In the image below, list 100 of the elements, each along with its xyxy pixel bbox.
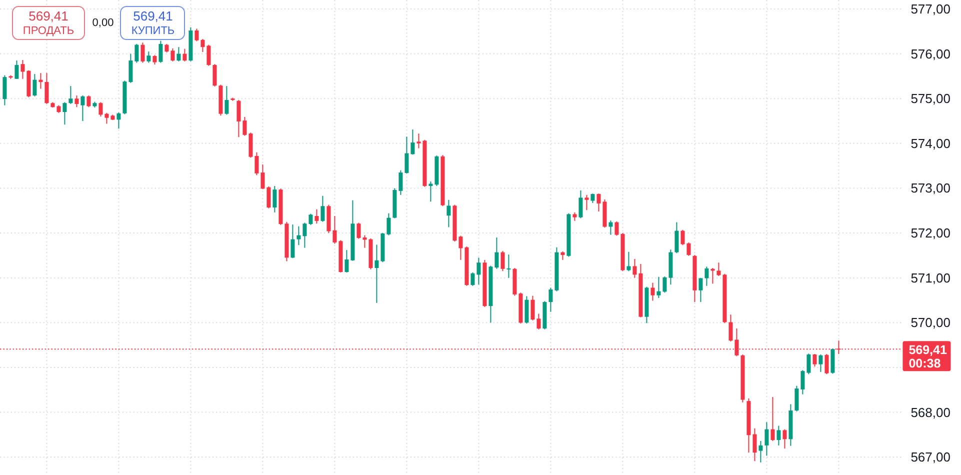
candlestick <box>650 282 655 302</box>
candlestick <box>332 215 337 244</box>
candlestick <box>398 170 403 196</box>
candlestick <box>290 224 295 259</box>
candlestick <box>86 94 91 108</box>
candlestick <box>614 220 619 236</box>
candlestick <box>212 64 217 87</box>
candlestick <box>428 180 433 202</box>
candlestick <box>830 348 835 374</box>
candlestick <box>410 129 415 156</box>
candlestick <box>632 258 637 278</box>
candlestick <box>626 251 631 272</box>
candlestick <box>224 86 229 116</box>
candlestick <box>506 254 511 278</box>
candlestick <box>674 222 679 254</box>
candlestick <box>680 229 685 246</box>
candlestick <box>128 53 133 84</box>
candlestick <box>242 116 247 136</box>
candlestick <box>704 266 709 286</box>
ref-line-label: 569,41 <box>908 343 947 358</box>
candlestick <box>152 54 157 66</box>
candlestick <box>698 277 703 303</box>
candlestick <box>146 51 151 64</box>
candlestick <box>530 295 535 321</box>
candlestick <box>536 313 541 330</box>
candlestick <box>272 185 277 213</box>
candlestick <box>104 112 109 124</box>
candlestick <box>716 262 721 277</box>
candlestick <box>800 370 805 395</box>
candlestick <box>170 48 175 62</box>
candlestick <box>686 242 691 256</box>
candlestick <box>98 102 103 118</box>
candlestick <box>200 38 205 52</box>
candlestick <box>590 193 595 204</box>
candlestick <box>248 132 253 158</box>
candlestick <box>68 86 73 104</box>
candlestick <box>308 213 313 226</box>
text: 00:38 <box>908 356 941 371</box>
candlestick <box>356 222 361 240</box>
annotation: 569,41 <box>133 8 173 24</box>
candlestick <box>794 385 799 412</box>
candlestick <box>44 72 49 104</box>
candlestick <box>524 296 529 324</box>
candlestick <box>80 94 85 122</box>
candlestick <box>134 43 139 64</box>
candlestick <box>584 194 589 211</box>
candlestick <box>296 226 301 246</box>
candlestick <box>254 152 259 176</box>
candlestick <box>728 314 733 342</box>
y-tick-label: 567,00 <box>910 450 950 465</box>
y-tick-label: 568,00 <box>910 404 950 420</box>
candlestick <box>764 422 769 456</box>
candlestick <box>194 28 199 42</box>
candlestick <box>2 74 7 106</box>
y-tick-label: 572,00 <box>910 226 950 241</box>
candlestick <box>818 354 823 372</box>
candlestick <box>656 276 661 298</box>
candlestick <box>206 44 211 66</box>
candlestick <box>116 112 121 130</box>
candlestick <box>386 212 391 236</box>
y-tick-label: 575,00 <box>910 91 950 106</box>
candlestick <box>662 276 667 294</box>
candlestick <box>770 396 775 442</box>
candlestick <box>176 46 181 62</box>
candlestick <box>500 250 505 272</box>
candlestick <box>494 237 499 270</box>
y-tick-label: 573,00 <box>910 180 950 196</box>
y-tick-label: 576,00 <box>910 46 950 62</box>
candlestick <box>314 208 319 224</box>
candlestick <box>236 99 241 138</box>
candlestick <box>20 60 25 80</box>
candlestick <box>782 428 787 450</box>
candlestick <box>62 102 67 126</box>
candlestick <box>32 73 37 97</box>
candlestick <box>74 94 79 108</box>
candlestick <box>158 40 163 64</box>
candlestick <box>446 199 451 228</box>
candlestick <box>812 354 817 368</box>
y-tick-label: 570,00 <box>910 315 950 330</box>
annotation: ПРОДАТЬ <box>22 25 74 37</box>
candlestick <box>260 164 265 190</box>
candlestick <box>758 440 763 463</box>
candlestick <box>752 428 757 462</box>
candlestick <box>374 244 379 304</box>
candlestick <box>596 193 601 212</box>
candlestick <box>458 235 463 260</box>
candlestick <box>320 195 325 222</box>
candlestick <box>824 354 829 375</box>
candlestick <box>776 425 781 446</box>
candlestick <box>182 48 187 62</box>
candlestick <box>806 353 811 375</box>
y-tick-label: 574,00 <box>910 136 950 151</box>
candlestick <box>416 133 421 149</box>
candlestick <box>302 222 307 248</box>
candlestick <box>470 272 475 286</box>
annotation: 0,00 <box>92 17 114 29</box>
candlestick <box>476 257 481 286</box>
y-tick-label: 577,00 <box>910 1 950 16</box>
candlestick <box>578 190 583 219</box>
y-tick-label: 571,00 <box>910 270 950 286</box>
